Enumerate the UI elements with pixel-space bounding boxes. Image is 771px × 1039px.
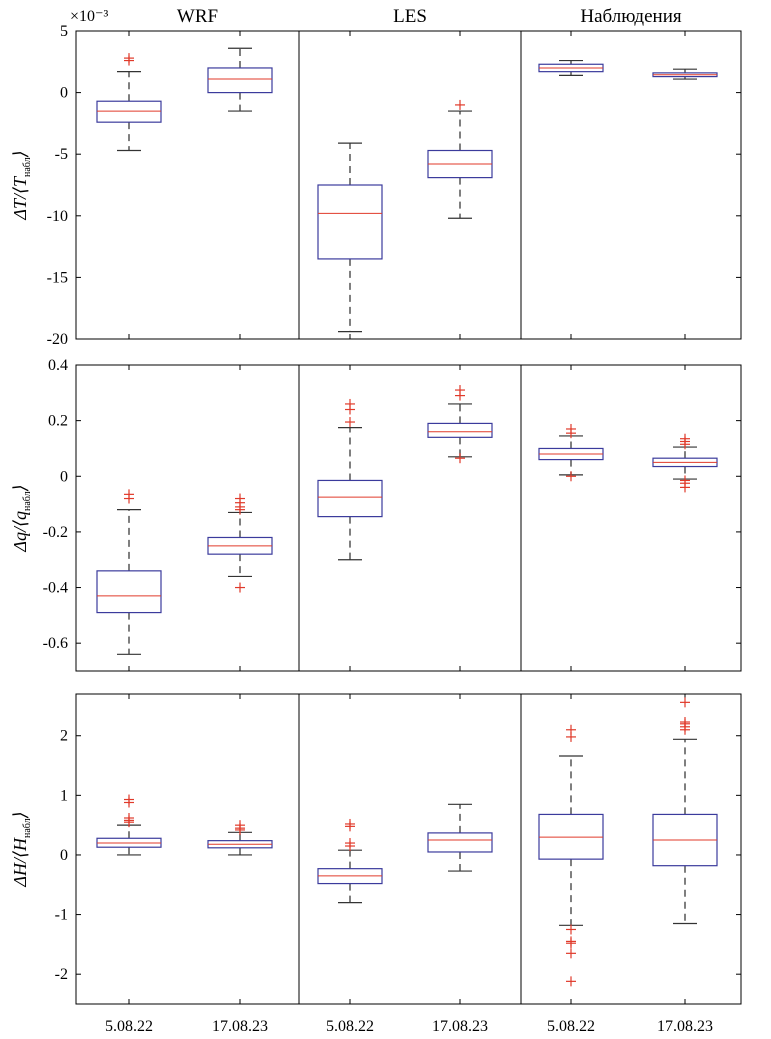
outlier-marker bbox=[345, 398, 355, 409]
y-axis-label: ΔH/⟨Hнабл⟩ bbox=[10, 811, 33, 887]
outlier-marker bbox=[566, 924, 576, 935]
box-WRF-17.08.23 bbox=[207, 820, 273, 856]
y-tick-label: 0 bbox=[60, 85, 68, 102]
outlier-marker bbox=[124, 489, 134, 500]
box-LES-5.08.22 bbox=[317, 142, 383, 333]
outlier-marker bbox=[455, 453, 465, 464]
outlier-marker bbox=[345, 818, 355, 829]
outlier-marker bbox=[566, 938, 576, 949]
x-tick-label: 17.08.23 bbox=[432, 1018, 488, 1035]
box-LES-17.08.23 bbox=[427, 803, 493, 872]
box-iqr bbox=[427, 832, 493, 853]
box-WRF-5.08.22 bbox=[96, 53, 162, 152]
y-tick-label: -10 bbox=[47, 208, 68, 225]
y-tick-label: 1 bbox=[60, 787, 68, 804]
box-iqr bbox=[96, 570, 162, 614]
y-axis-label: Δq/⟨qнабл⟩ bbox=[10, 484, 33, 552]
outlier-marker bbox=[680, 717, 690, 728]
box-LES-17.08.23 bbox=[427, 385, 493, 464]
panel-frame bbox=[75, 693, 742, 1005]
box-WRF-5.08.22 bbox=[96, 489, 162, 655]
outlier-marker bbox=[124, 794, 134, 805]
outlier-marker bbox=[345, 417, 355, 428]
box-iqr bbox=[317, 184, 383, 260]
x-tick-label: 5.08.22 bbox=[326, 1018, 374, 1035]
box-Наблюдения-5.08.22 bbox=[538, 724, 604, 987]
y-tick-label: 5 bbox=[60, 23, 68, 40]
outlier-marker bbox=[566, 976, 576, 987]
y-tick-label: 0 bbox=[60, 847, 68, 864]
outlier-marker bbox=[455, 385, 465, 396]
outlier-marker bbox=[680, 433, 690, 444]
group-title: Наблюдения bbox=[580, 6, 681, 27]
y-tick-label: -0.4 bbox=[43, 580, 68, 597]
box-LES-5.08.22 bbox=[317, 398, 383, 561]
box-LES-17.08.23 bbox=[427, 99, 493, 219]
box-WRF-5.08.22 bbox=[96, 794, 162, 856]
panel-3: 2 1 0 -1 -2 ΔH/⟨Hнабл⟩ bbox=[10, 693, 742, 1005]
y-exponent-label: ×10⁻³ bbox=[70, 8, 108, 25]
outlier-marker bbox=[235, 582, 245, 593]
box-Наблюдения-17.08.23 bbox=[652, 68, 718, 80]
y-tick-label: 0.4 bbox=[48, 357, 68, 374]
outlier-marker bbox=[235, 820, 245, 831]
outlier-marker bbox=[235, 493, 245, 504]
y-tick-label: -20 bbox=[47, 331, 68, 348]
y-tick-label: 0.2 bbox=[48, 413, 68, 430]
outlier-marker bbox=[566, 471, 576, 482]
outlier-marker bbox=[680, 697, 690, 708]
outlier-marker bbox=[124, 813, 134, 823]
box-WRF-17.08.23 bbox=[207, 47, 273, 112]
box-iqr bbox=[427, 422, 493, 438]
outlier-marker bbox=[345, 838, 355, 849]
y-tick-label: 2 bbox=[60, 728, 68, 745]
box-iqr bbox=[207, 67, 273, 94]
box-Наблюдения-5.08.22 bbox=[538, 423, 604, 482]
outlier-marker bbox=[124, 53, 134, 64]
panel-frame bbox=[75, 364, 742, 672]
outlier-marker bbox=[680, 482, 690, 493]
x-tick-label: 17.08.23 bbox=[657, 1018, 713, 1035]
box-Наблюдения-5.08.22 bbox=[538, 59, 604, 76]
y-tick-label: -0.2 bbox=[43, 524, 68, 541]
x-tick-label: 5.08.22 bbox=[105, 1018, 153, 1035]
box-iqr bbox=[96, 100, 162, 123]
outlier-marker bbox=[455, 99, 465, 110]
y-axis-label: ΔT/⟨Tнабл⟩ bbox=[10, 150, 33, 220]
outlier-marker bbox=[566, 948, 576, 959]
group-title: WRF bbox=[177, 6, 218, 27]
box-Наблюдения-17.08.23 bbox=[652, 697, 718, 925]
box-LES-5.08.22 bbox=[317, 818, 383, 904]
y-tick-label: -0.6 bbox=[43, 635, 68, 652]
y-tick-label: -15 bbox=[47, 269, 68, 286]
panel-1: 5 0 -5 -10 -15 -20 ΔT/⟨Tнабл⟩ ×10⁻³ bbox=[10, 8, 742, 348]
y-tick-label: -5 bbox=[55, 146, 68, 163]
y-tick-label: -1 bbox=[55, 907, 68, 924]
outlier-marker bbox=[566, 724, 576, 735]
y-tick-label: 0 bbox=[60, 468, 68, 485]
box-iqr bbox=[317, 479, 383, 518]
group-title: LES bbox=[393, 6, 427, 27]
outlier-marker bbox=[566, 423, 576, 434]
box-WRF-17.08.23 bbox=[207, 493, 273, 593]
panel-2: 0.4 0.2 0 -0.2 -0.4 -0.6 Δq/⟨qнабл⟩ bbox=[10, 357, 742, 672]
y-tick-label: -2 bbox=[55, 966, 68, 983]
x-tick-label: 17.08.23 bbox=[212, 1018, 268, 1035]
box-Наблюдения-17.08.23 bbox=[652, 433, 718, 493]
x-tick-label: 5.08.22 bbox=[547, 1018, 595, 1035]
panel-frame bbox=[75, 30, 742, 340]
